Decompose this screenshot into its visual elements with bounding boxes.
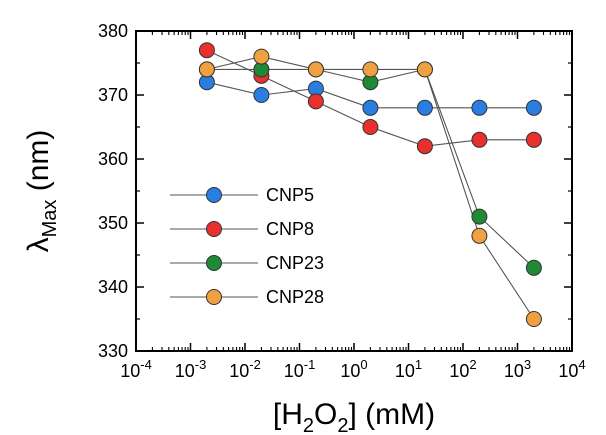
x-axis: 10-4 10-3 10-2 10-1 100 101 102 103 104 bbox=[120, 31, 586, 381]
x-tick-label: 102 bbox=[449, 357, 476, 381]
data-point-cnp23 bbox=[471, 208, 488, 225]
data-point-cnp28 bbox=[525, 311, 542, 327]
data-point-cnp5 bbox=[416, 99, 433, 116]
y-axis-title: λMax (nm) bbox=[22, 130, 61, 253]
data-point-cnp8 bbox=[416, 138, 433, 155]
y-axis: 330 340 350 360 370 380 bbox=[98, 21, 572, 361]
data-point-cnp8 bbox=[362, 119, 379, 135]
y-tick-label: 380 bbox=[98, 21, 128, 41]
legend-label-cnp23: CNP23 bbox=[266, 253, 324, 273]
y-tick-label: 370 bbox=[98, 85, 128, 105]
data-point-cnp28 bbox=[416, 61, 433, 78]
data-point-cnp28 bbox=[198, 61, 215, 78]
legend-marker-cnp23 bbox=[206, 255, 222, 271]
x-tick-label: 10-4 bbox=[120, 357, 152, 381]
y-tick-label: 330 bbox=[98, 341, 128, 361]
data-point-cnp8 bbox=[525, 131, 542, 148]
y-tick-label: 360 bbox=[98, 149, 128, 169]
x-axis-title: [H2O2] (mM) bbox=[273, 398, 435, 435]
x-tick-label: 103 bbox=[504, 357, 531, 381]
x-tick-label: 10-2 bbox=[229, 357, 261, 381]
x-tick-label: 101 bbox=[395, 357, 422, 381]
legend-label-cnp5: CNP5 bbox=[266, 185, 314, 205]
data-point-cnp5 bbox=[362, 99, 379, 116]
x-tick-label: 100 bbox=[340, 357, 367, 381]
y-tick-label: 340 bbox=[98, 277, 128, 297]
data-point-cnp8 bbox=[307, 93, 324, 110]
legend-label-cnp28: CNP28 bbox=[266, 287, 324, 307]
data-point-cnp28 bbox=[253, 48, 270, 65]
data-point-cnp28 bbox=[471, 227, 488, 244]
y-tick-label: 350 bbox=[98, 213, 128, 233]
data-point-cnp28 bbox=[362, 61, 379, 78]
x-tick-label: 10-1 bbox=[284, 357, 316, 381]
legend-marker-cnp8 bbox=[206, 221, 222, 237]
data-point-cnp5 bbox=[471, 99, 488, 116]
legend-label-cnp8: CNP8 bbox=[266, 219, 314, 239]
x-tick-label: 104 bbox=[558, 357, 585, 381]
legend: CNP5 CNP8 CNP23 CNP28 bbox=[170, 185, 324, 307]
data-point-cnp28 bbox=[307, 61, 324, 78]
legend-marker-cnp5 bbox=[206, 187, 222, 203]
data-point-cnp23 bbox=[525, 259, 542, 276]
x-tick-label: 10-3 bbox=[175, 357, 207, 381]
series-points bbox=[198, 42, 542, 327]
data-point-cnp8 bbox=[471, 131, 488, 148]
legend-marker-cnp28 bbox=[206, 289, 222, 305]
data-point-cnp5 bbox=[253, 87, 270, 103]
data-point-cnp5 bbox=[525, 99, 542, 116]
data-point-cnp8 bbox=[198, 42, 215, 59]
